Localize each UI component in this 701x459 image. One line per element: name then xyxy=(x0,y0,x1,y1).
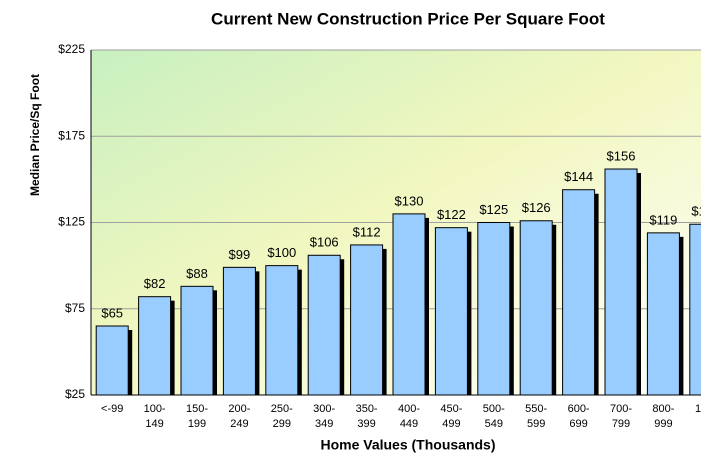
value-label: $99 xyxy=(229,247,251,262)
x-tick-label: 149 xyxy=(145,418,163,430)
x-tick-label: 299 xyxy=(273,418,291,430)
x-tick-label: 249 xyxy=(230,418,248,430)
y-tick-label: $75 xyxy=(65,301,85,315)
value-label: $88 xyxy=(186,266,208,281)
value-label: $125 xyxy=(479,202,508,217)
value-label: $144 xyxy=(564,169,593,184)
value-label: $124 xyxy=(691,204,701,219)
x-tick-label: 150- xyxy=(186,403,208,415)
x-tick-label: 449 xyxy=(400,418,418,430)
x-tick-label: 600- xyxy=(568,403,590,415)
bar xyxy=(477,222,511,396)
value-label: $112 xyxy=(353,224,381,239)
x-tick-label: 800- xyxy=(652,403,674,415)
x-tick-label: 400- xyxy=(398,403,420,415)
bar xyxy=(392,213,426,396)
x-tick-label: 1M+ xyxy=(695,403,701,415)
bar xyxy=(646,232,680,396)
x-tick-label: 350- xyxy=(356,403,378,415)
value-label: $122 xyxy=(437,207,466,222)
x-tick-label: 450- xyxy=(440,403,462,415)
value-label: $100 xyxy=(267,245,296,260)
y-tick-label: $25 xyxy=(65,387,85,401)
x-tick-label: 700- xyxy=(610,403,632,415)
bar xyxy=(604,168,638,396)
bar xyxy=(222,266,256,396)
x-tick-label: 250- xyxy=(271,403,293,415)
x-tick-label: 100- xyxy=(144,403,166,415)
x-tick-label: 699 xyxy=(569,418,587,430)
x-tick-label: 499 xyxy=(442,418,460,430)
value-label: $106 xyxy=(310,235,339,250)
x-tick-label: 300- xyxy=(313,403,335,415)
x-tick-label: <-99 xyxy=(101,403,123,415)
value-label: $82 xyxy=(144,276,166,291)
x-tick-label: 199 xyxy=(188,418,206,430)
bar xyxy=(265,265,299,396)
y-tick-label: $125 xyxy=(58,215,85,229)
x-axis-title: Home Values (Thousands) xyxy=(320,437,495,453)
value-label: $130 xyxy=(395,193,424,208)
bar xyxy=(95,325,129,396)
bar xyxy=(434,227,468,396)
value-label: $156 xyxy=(607,148,636,163)
value-label: $126 xyxy=(522,200,551,215)
bar xyxy=(307,254,341,396)
bar xyxy=(138,296,172,396)
x-tick-label: 599 xyxy=(527,418,545,430)
bar xyxy=(180,285,214,396)
bar xyxy=(562,189,596,396)
x-tick-label: 349 xyxy=(315,418,333,430)
x-tick-label: 799 xyxy=(612,418,630,430)
bar xyxy=(350,244,384,396)
x-tick-label: 999 xyxy=(654,418,672,430)
value-label: $65 xyxy=(101,305,123,320)
bar xyxy=(519,220,553,396)
bar xyxy=(689,223,701,396)
value-label: $119 xyxy=(649,212,677,227)
chart-title: Current New Construction Price Per Squar… xyxy=(211,9,605,28)
x-tick-label: 550- xyxy=(525,403,547,415)
x-tick-label: 200- xyxy=(228,403,250,415)
x-tick-label: 549 xyxy=(485,418,503,430)
x-tick-label: 399 xyxy=(357,418,375,430)
y-tick-label: $175 xyxy=(58,128,85,142)
x-tick-label: 500- xyxy=(483,403,505,415)
y-tick-label: $225 xyxy=(58,42,85,56)
y-axis-title: Median Price/Sq Foot xyxy=(28,74,42,196)
